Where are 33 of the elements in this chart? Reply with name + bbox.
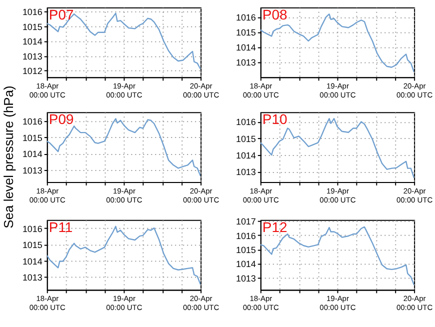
chart-title: P08 bbox=[262, 6, 288, 22]
y-tick-label: 1014 bbox=[22, 36, 42, 47]
y-axis-title: Sea level pressure (hPa) bbox=[0, 86, 16, 228]
y-tick-label: 1016 bbox=[236, 230, 256, 241]
y-tick-label: 1015 bbox=[22, 132, 42, 143]
y-tick-label: 1016 bbox=[22, 224, 42, 234]
y-tick-label: 1016 bbox=[22, 116, 42, 127]
chart-title: P11 bbox=[48, 218, 73, 235]
y-tick-label: 1016 bbox=[236, 117, 256, 128]
y-tick-label: 1014 bbox=[236, 150, 256, 160]
chart-title: P09 bbox=[48, 111, 74, 128]
chart-title: P07 bbox=[48, 6, 74, 22]
y-tick-label: 1017 bbox=[236, 216, 256, 227]
y-tick-label: 1016 bbox=[236, 12, 256, 23]
y-tick-label: 1015 bbox=[236, 28, 256, 38]
y-tick-label: 1012 bbox=[22, 66, 42, 76]
y-tick-label: 1014 bbox=[236, 259, 256, 270]
y-tick-label: 1014 bbox=[22, 149, 42, 160]
chart-title: P10 bbox=[262, 111, 288, 128]
y-tick-label: 1013 bbox=[236, 273, 256, 284]
y-tick-label: 1013 bbox=[236, 58, 256, 68]
y-tick-label: 1013 bbox=[22, 51, 42, 62]
y-tick-label: 1014 bbox=[22, 256, 42, 266]
y-tick-label: 1013 bbox=[236, 167, 256, 178]
y-tick-label: 1016 bbox=[22, 7, 42, 18]
y-tick-label: 1014 bbox=[236, 42, 256, 53]
y-tick-label: 1015 bbox=[236, 134, 256, 144]
y-tick-label: 1015 bbox=[236, 244, 256, 255]
y-tick-label: 1015 bbox=[22, 22, 42, 32]
chart-title: P12 bbox=[262, 218, 288, 235]
y-tick-label: 1013 bbox=[22, 165, 42, 176]
y-tick-label: 1015 bbox=[22, 240, 42, 250]
y-tick-label: 1013 bbox=[22, 272, 42, 283]
